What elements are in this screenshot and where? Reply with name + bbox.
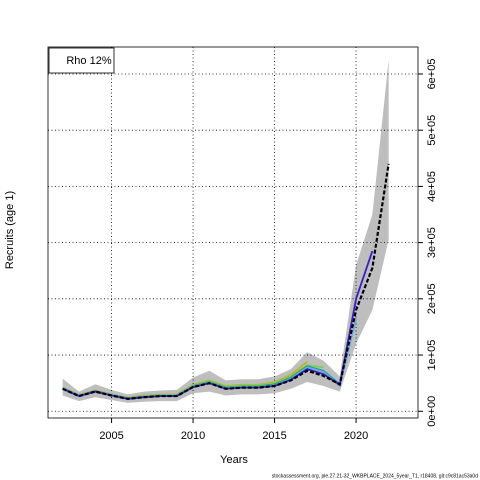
annotation-box: [48, 47, 115, 74]
confidence-band: [62, 59, 389, 403]
y-axis-label: Recruits (age 1): [4, 191, 16, 269]
y-tick-label: 1e+05: [426, 340, 438, 371]
x-tick-label: 2005: [99, 430, 123, 442]
x-axis-label: Years: [220, 454, 248, 466]
x-tick-label: 2010: [181, 430, 205, 442]
y-tick-label: 4e+05: [426, 171, 438, 202]
x-tick-label: 2020: [344, 430, 368, 442]
plot-frame: [47, 46, 419, 419]
y-tick-label: 0e+00: [426, 396, 438, 427]
y-tick-label: 3e+05: [426, 227, 438, 258]
footer: stockassessment.org, ple.27.21-32_WKBPLA…: [272, 473, 478, 479]
annotation: Rho 12%: [66, 55, 111, 67]
y-tick-label: 2e+05: [426, 283, 438, 314]
series-line: [62, 163, 390, 400]
y-tick-label: 6e+05: [426, 59, 438, 90]
x-tick-label: 2015: [262, 430, 286, 442]
y-tick-label: 5e+05: [426, 115, 438, 146]
